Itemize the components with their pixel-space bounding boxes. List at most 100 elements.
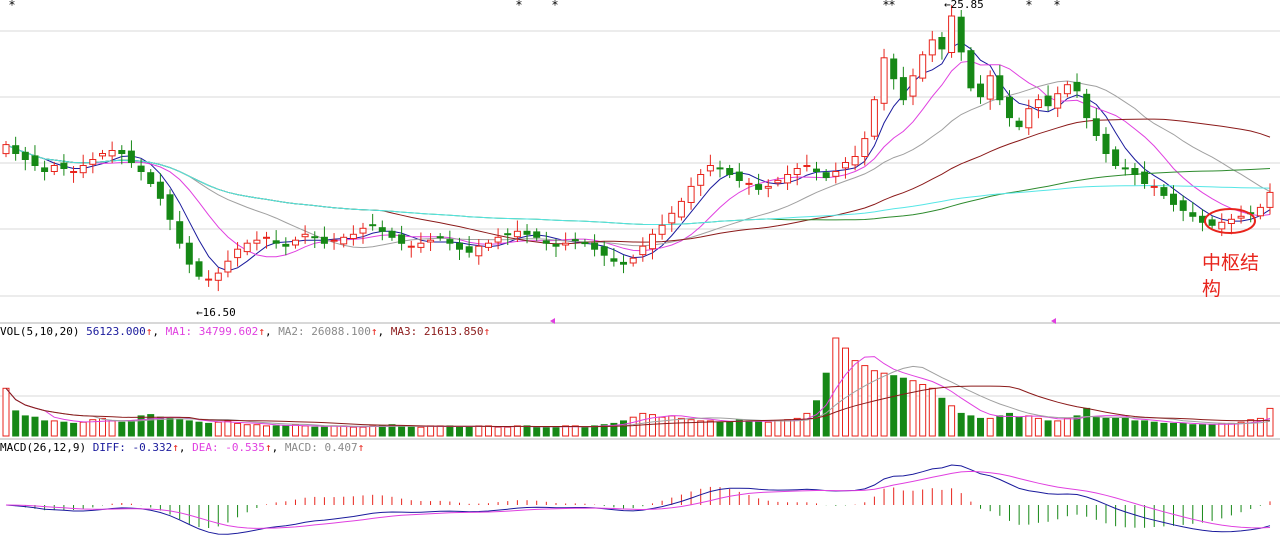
- candle-body: [79, 165, 87, 174]
- candle-body: [523, 230, 531, 235]
- volume-bar: [1092, 416, 1100, 437]
- volume-bar: [41, 420, 49, 437]
- candle-body: [803, 165, 811, 167]
- candle-body: [60, 162, 68, 170]
- macd-lines: [5, 464, 1271, 535]
- candle-body: [1179, 200, 1187, 211]
- volume-bar: [205, 422, 213, 437]
- candle-body: [340, 236, 348, 245]
- candle-body: [870, 99, 878, 137]
- candle-body: [195, 261, 203, 277]
- volume-bar: [562, 425, 570, 437]
- volume-bar: [417, 426, 425, 437]
- volume-ma-lines: [5, 356, 1271, 428]
- volume-bar: [253, 424, 261, 437]
- candle-body: [485, 242, 492, 248]
- signal-star-marker: *: [883, 0, 889, 12]
- candle-body: [31, 155, 39, 166]
- volume-bar: [388, 424, 396, 437]
- volume-bar: [967, 415, 975, 437]
- volume-bar: [919, 384, 927, 437]
- candle-body: [1054, 93, 1062, 109]
- volume-bar: [185, 420, 193, 437]
- volume-bar: [224, 420, 232, 437]
- candle-body: [1256, 206, 1264, 217]
- candle-body: [948, 15, 956, 53]
- macd-legend-macd: MACD: 0.407: [284, 441, 358, 454]
- candle-body: [1092, 118, 1100, 137]
- volume-bar: [581, 426, 589, 437]
- candle-body: [571, 239, 579, 242]
- candle-body: [677, 200, 685, 218]
- candle-body: [108, 150, 116, 157]
- candle-body: [243, 242, 251, 253]
- candle-body: [1170, 193, 1177, 205]
- volume-bar: [1083, 407, 1091, 437]
- candle-body: [793, 168, 801, 175]
- macd-legend-arrow: ↑: [264, 441, 272, 454]
- candle-body: [89, 159, 97, 165]
- candle-body: [1015, 120, 1023, 128]
- volume-bar: [1218, 422, 1226, 437]
- volume-bar: [1189, 424, 1197, 437]
- volume-bar: [378, 425, 386, 437]
- candle-body: [1189, 212, 1197, 217]
- volume-bar: [31, 416, 39, 437]
- candle-body: [2, 144, 10, 155]
- macd-legend-arrow: ↑: [357, 441, 365, 454]
- volume-bar: [1150, 421, 1158, 437]
- candle-body: [996, 75, 1004, 101]
- candle-body: [1006, 96, 1013, 119]
- candle-body: [456, 242, 463, 250]
- volume-bar: [12, 410, 20, 437]
- volume-bar: [1256, 417, 1264, 437]
- candle-body: [774, 179, 782, 184]
- gridlines: [0, 30, 1280, 440]
- signal-star-marker: *: [1026, 0, 1032, 12]
- candle-body: [697, 174, 705, 186]
- volume-bar: [50, 420, 58, 437]
- candle-body: [349, 233, 357, 240]
- ma250-line: [5, 144, 1271, 225]
- volume-bar: [1073, 415, 1081, 437]
- signal-star-marker: *: [1054, 0, 1060, 12]
- vol-legend-ma3: MA3: 21613.850: [390, 325, 484, 338]
- low-value: 16.50: [202, 306, 236, 319]
- candle-body: [533, 231, 541, 238]
- signal-star-marker: *: [552, 0, 558, 12]
- ma120-line: [5, 144, 1271, 225]
- macd-legend-diff: DIFF: -0.332: [92, 441, 173, 454]
- volume-bar: [292, 424, 299, 437]
- volume-bar: [1199, 424, 1206, 437]
- volume-bar: [610, 422, 618, 437]
- candle-body: [224, 260, 232, 273]
- volume-bar: [726, 421, 734, 437]
- volume-bar: [764, 421, 772, 437]
- candle-body: [417, 242, 425, 248]
- volume-bar: [523, 425, 531, 437]
- candle-body: [1131, 168, 1139, 175]
- volume-bar: [21, 415, 29, 437]
- volume-bar: [340, 425, 348, 437]
- candle-body: [919, 54, 927, 79]
- volume-bar: [1063, 417, 1071, 437]
- volume-bar: [513, 425, 521, 437]
- volume-bar: [1141, 420, 1149, 437]
- high-price-label: ←25.85: [944, 0, 984, 11]
- candle-body: [986, 75, 994, 100]
- volume-bar: [446, 425, 454, 437]
- volume-bar: [89, 419, 97, 437]
- candle-body: [311, 236, 319, 239]
- candle-body: [494, 236, 502, 243]
- candle-body: [369, 224, 377, 227]
- volume-bar: [851, 360, 859, 437]
- pivot-ellipse: [1204, 208, 1256, 234]
- volume-bar: [745, 420, 753, 437]
- volume-bar: [330, 425, 338, 437]
- candle-body: [12, 145, 20, 154]
- candle-body: [842, 162, 849, 169]
- volume-bar: [774, 420, 782, 437]
- volume-bar: [311, 426, 319, 437]
- candle-body: [176, 221, 184, 244]
- macd-legend-arrow: ↑: [172, 441, 179, 454]
